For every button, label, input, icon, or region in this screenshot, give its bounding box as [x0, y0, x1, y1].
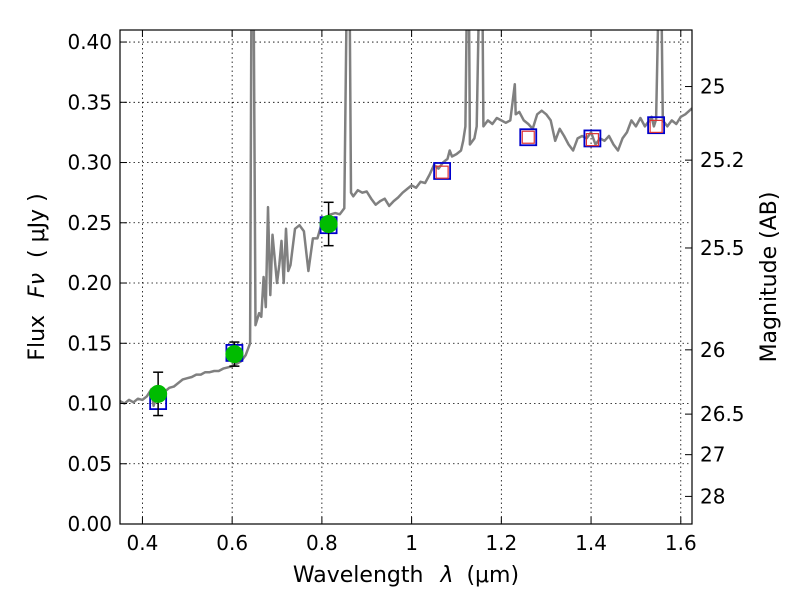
y-tick-label: 0.25 — [67, 211, 112, 235]
y2-tick-label: 25 — [700, 75, 725, 99]
x-tick-label: 1 — [405, 531, 418, 555]
y2-tick-label: 26 — [700, 338, 725, 362]
model-square — [519, 128, 538, 147]
y2-tick-label: 26.5 — [700, 402, 745, 426]
y-axis-title: Flux Fν ( μJy ) — [25, 193, 50, 360]
y-axis-title-prefix: Flux — [25, 315, 50, 361]
spectrum-layer — [120, 30, 692, 408]
observed-point — [319, 214, 338, 233]
model-inner-square — [585, 133, 600, 147]
y2-tick-label: 25.5 — [700, 236, 745, 260]
y-axis-title-unit: ( μJy ) — [25, 193, 50, 258]
x-axis-title: Wavelength λ (μm) — [293, 563, 519, 588]
y-axis-title-symbol: Fν — [25, 273, 50, 298]
y2-tick-label: 25.2 — [700, 148, 745, 172]
observed-point — [225, 345, 244, 364]
grid-lines — [120, 30, 692, 525]
y-tick-label: 0.15 — [67, 331, 112, 355]
model-square — [583, 129, 602, 148]
y-axis-right: 25 25.2 25.5 26 26.5 27 28 — [685, 75, 745, 508]
model-square — [433, 162, 452, 180]
y2-axis-title: Magnitude (AB) — [757, 192, 782, 363]
x-tick-label: 0.8 — [306, 531, 338, 555]
x-tick-label: 0.4 — [127, 531, 159, 555]
x-axis-title-prefix: Wavelength — [293, 563, 424, 588]
y-tick-label: 0.00 — [67, 512, 112, 536]
model-inner-square — [521, 130, 535, 144]
x-axis-title-symbol: λ — [439, 563, 453, 588]
x-tick-label: 1.6 — [665, 531, 697, 555]
y-tick-label: 0.30 — [67, 151, 112, 175]
x-tick-label: 1.2 — [485, 531, 517, 555]
y-tick-label: 0.20 — [67, 271, 112, 295]
y2-tick-label: 27 — [700, 443, 725, 467]
x-tick-label: 0.6 — [216, 531, 248, 555]
x-axis-title-unit: (μm) — [466, 563, 519, 588]
y2-tick-label: 28 — [700, 484, 725, 508]
plot-frame — [119, 29, 693, 525]
y-tick-label: 0.10 — [67, 392, 112, 416]
y-tick-label: 0.05 — [67, 452, 112, 476]
y-axis-left: 0.00 0.05 0.10 0.15 0.20 0.25 0.30 0.35 0.40 — [67, 30, 127, 536]
model-square — [647, 116, 666, 135]
y-tick-label: 0.40 — [67, 30, 112, 54]
x-axis: 0.4 0.6 0.8 1 1.2 1.4 1.6 — [127, 30, 697, 555]
marker-layer — [149, 116, 666, 417]
model-inner-square — [649, 119, 663, 133]
x-tick-label: 1.4 — [575, 531, 607, 555]
spectrum-line — [120, 30, 692, 408]
observed-point — [149, 384, 168, 403]
model-inner-square — [435, 165, 449, 179]
y-tick-label: 0.35 — [67, 90, 112, 114]
